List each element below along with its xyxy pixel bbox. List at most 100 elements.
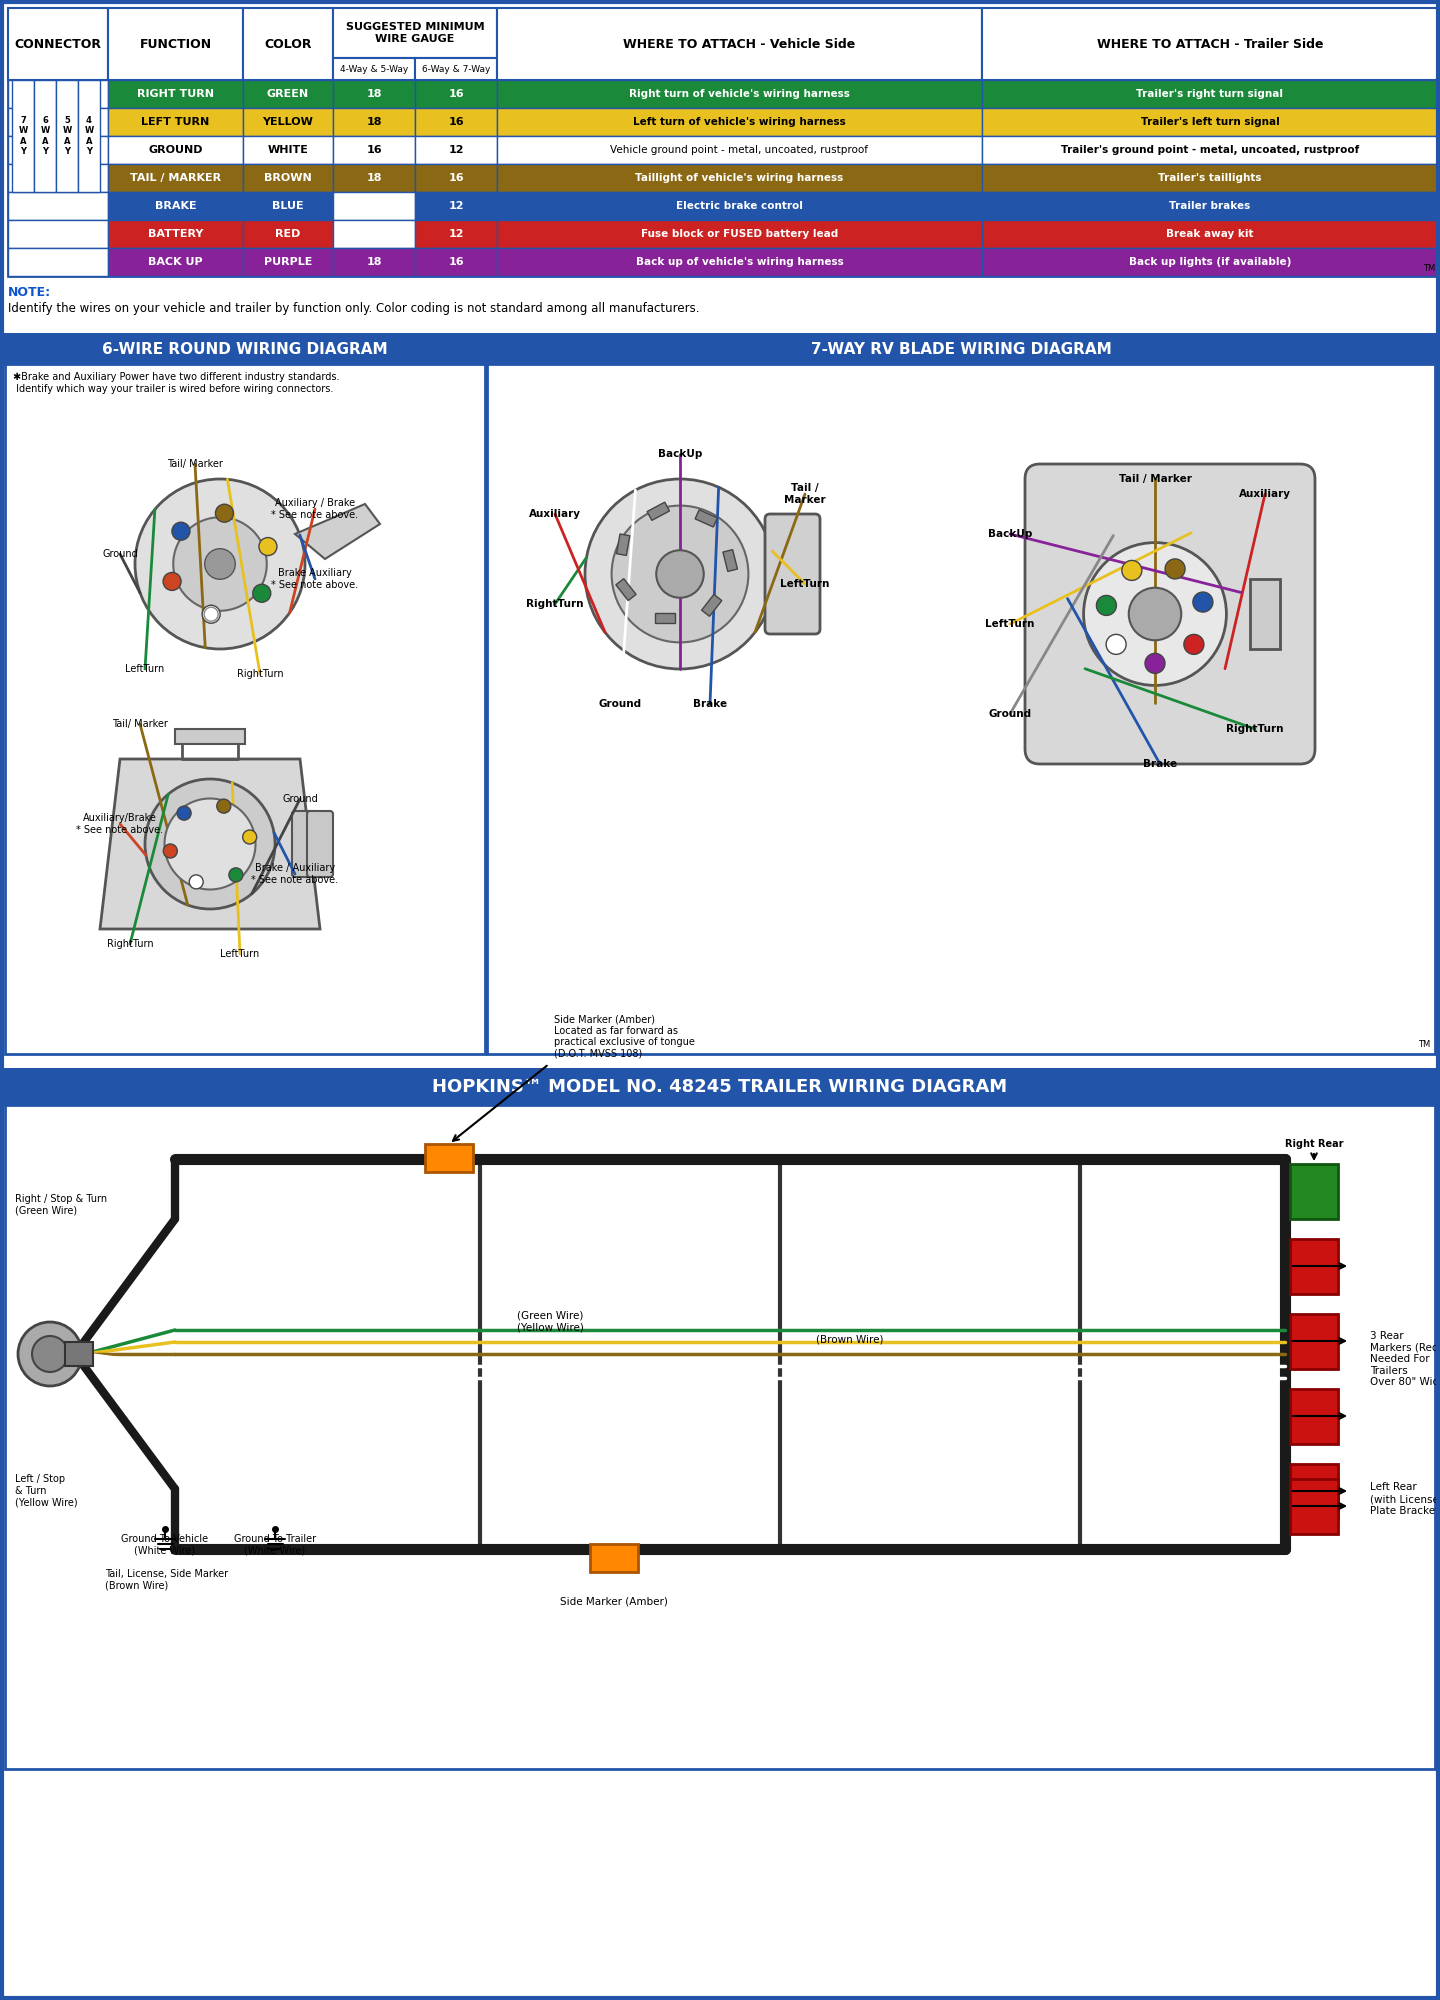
Text: RightTurn: RightTurn <box>236 668 284 680</box>
Bar <box>9 8 1439 276</box>
Bar <box>982 108 1439 136</box>
Bar <box>415 136 497 164</box>
Circle shape <box>135 478 305 648</box>
Circle shape <box>1184 634 1204 654</box>
Text: RightTurn: RightTurn <box>526 600 583 608</box>
Text: Right turn of vehicle's wiring harness: Right turn of vehicle's wiring harness <box>629 88 850 98</box>
Bar <box>333 108 415 136</box>
Bar <box>723 550 737 572</box>
Text: YELLOW: YELLOW <box>262 116 314 128</box>
Text: LeftTurn: LeftTurn <box>220 950 259 960</box>
Bar <box>415 164 497 192</box>
Circle shape <box>229 868 243 882</box>
Bar <box>243 8 333 80</box>
Text: Tail / Marker: Tail / Marker <box>1119 474 1191 484</box>
Circle shape <box>612 506 749 642</box>
Text: Side Marker (Amber): Side Marker (Amber) <box>560 1596 668 1608</box>
Text: 12: 12 <box>448 146 464 156</box>
Circle shape <box>32 1336 68 1372</box>
Circle shape <box>163 844 177 858</box>
FancyBboxPatch shape <box>292 812 318 876</box>
Text: LeftTurn: LeftTurn <box>125 664 164 674</box>
Bar <box>333 192 415 220</box>
Bar <box>696 510 717 528</box>
Circle shape <box>259 538 276 556</box>
Bar <box>1290 1464 1338 1520</box>
Text: Ground: Ground <box>102 548 138 558</box>
Text: RIGHT TURN: RIGHT TURN <box>137 88 215 98</box>
Bar <box>497 220 982 248</box>
Text: LEFT TURN: LEFT TURN <box>141 116 210 128</box>
Text: FUNCTION: FUNCTION <box>140 38 212 50</box>
Circle shape <box>1106 634 1126 654</box>
Text: 7-WAY RV BLADE WIRING DIAGRAM: 7-WAY RV BLADE WIRING DIAGRAM <box>811 342 1112 356</box>
Text: 16: 16 <box>448 116 464 128</box>
Circle shape <box>189 874 203 888</box>
Text: BRAKE: BRAKE <box>154 202 196 210</box>
Circle shape <box>171 522 190 540</box>
Bar <box>9 220 108 248</box>
Text: Back up of vehicle's wiring harness: Back up of vehicle's wiring harness <box>635 256 844 266</box>
Text: COLOR: COLOR <box>265 38 311 50</box>
Bar <box>108 248 243 276</box>
Text: Auxiliary/Brake
* See note above.: Auxiliary/Brake * See note above. <box>76 814 164 834</box>
Bar <box>9 248 108 276</box>
Bar <box>9 164 108 192</box>
Polygon shape <box>99 758 320 928</box>
Bar <box>243 248 333 276</box>
Text: HOPKINS™ MODEL NO. 48245 TRAILER WIRING DIAGRAM: HOPKINS™ MODEL NO. 48245 TRAILER WIRING … <box>432 1078 1008 1096</box>
Bar <box>497 80 982 108</box>
Text: Trailer brakes: Trailer brakes <box>1169 202 1250 210</box>
Text: Right / Stop & Turn
(Green Wire): Right / Stop & Turn (Green Wire) <box>14 1194 107 1216</box>
Text: ✱Brake and Auxiliary Power have two different industry standards.
 Identify whic: ✱Brake and Auxiliary Power have two diff… <box>13 372 340 394</box>
Text: Right Rear: Right Rear <box>1284 1140 1344 1148</box>
Circle shape <box>204 548 235 580</box>
Bar <box>333 58 415 80</box>
Text: Identify the wires on your vehicle and trailer by function only. Color coding is: Identify the wires on your vehicle and t… <box>9 302 700 314</box>
Text: Left Rear
(with License
Plate Bracket): Left Rear (with License Plate Bracket) <box>1369 1482 1440 1516</box>
Text: Auxiliary: Auxiliary <box>1238 488 1292 498</box>
Bar <box>982 80 1439 108</box>
Bar <box>9 136 108 164</box>
Text: 16: 16 <box>448 256 464 266</box>
Bar <box>176 728 245 744</box>
Text: 7
W
A
Y: 7 W A Y <box>19 116 27 156</box>
Text: LeftTurn: LeftTurn <box>985 620 1035 628</box>
Text: 4
W
A
Y: 4 W A Y <box>85 116 94 156</box>
Text: 3 Rear
Markers (Red)
Needed For
Trailers
Over 80" Wide: 3 Rear Markers (Red) Needed For Trailers… <box>1369 1330 1440 1388</box>
Bar <box>333 80 415 108</box>
Text: 18: 18 <box>366 256 382 266</box>
Text: TM: TM <box>1423 264 1436 272</box>
Bar <box>415 192 497 220</box>
Text: Ground: Ground <box>282 794 318 804</box>
Text: 6-WIRE ROUND WIRING DIAGRAM: 6-WIRE ROUND WIRING DIAGRAM <box>102 342 387 356</box>
Text: Brake: Brake <box>1143 758 1176 768</box>
Text: Ground To Trailer
(White Wire): Ground To Trailer (White Wire) <box>233 1534 315 1556</box>
Bar <box>982 192 1439 220</box>
Text: Break away kit: Break away kit <box>1166 228 1254 238</box>
Text: Brake: Brake <box>693 700 727 710</box>
Circle shape <box>657 550 704 598</box>
Bar <box>243 164 333 192</box>
Text: NOTE:: NOTE: <box>9 286 52 298</box>
Text: 16: 16 <box>366 146 382 156</box>
Bar <box>9 192 108 220</box>
Text: LeftTurn: LeftTurn <box>780 580 829 588</box>
Text: 18: 18 <box>366 88 382 98</box>
Text: RightTurn: RightTurn <box>1227 724 1283 734</box>
Bar <box>655 614 675 624</box>
Bar <box>108 136 243 164</box>
Circle shape <box>177 806 192 820</box>
FancyBboxPatch shape <box>1025 464 1315 764</box>
Text: 18: 18 <box>366 116 382 128</box>
Circle shape <box>145 778 275 908</box>
Text: Back up lights (if available): Back up lights (if available) <box>1129 256 1292 266</box>
Circle shape <box>243 830 256 844</box>
Circle shape <box>253 584 271 602</box>
Bar <box>1250 580 1280 648</box>
FancyBboxPatch shape <box>765 514 819 634</box>
Bar <box>243 80 333 108</box>
Bar <box>616 578 636 600</box>
Bar <box>415 80 497 108</box>
Bar <box>4 1068 1436 1768</box>
